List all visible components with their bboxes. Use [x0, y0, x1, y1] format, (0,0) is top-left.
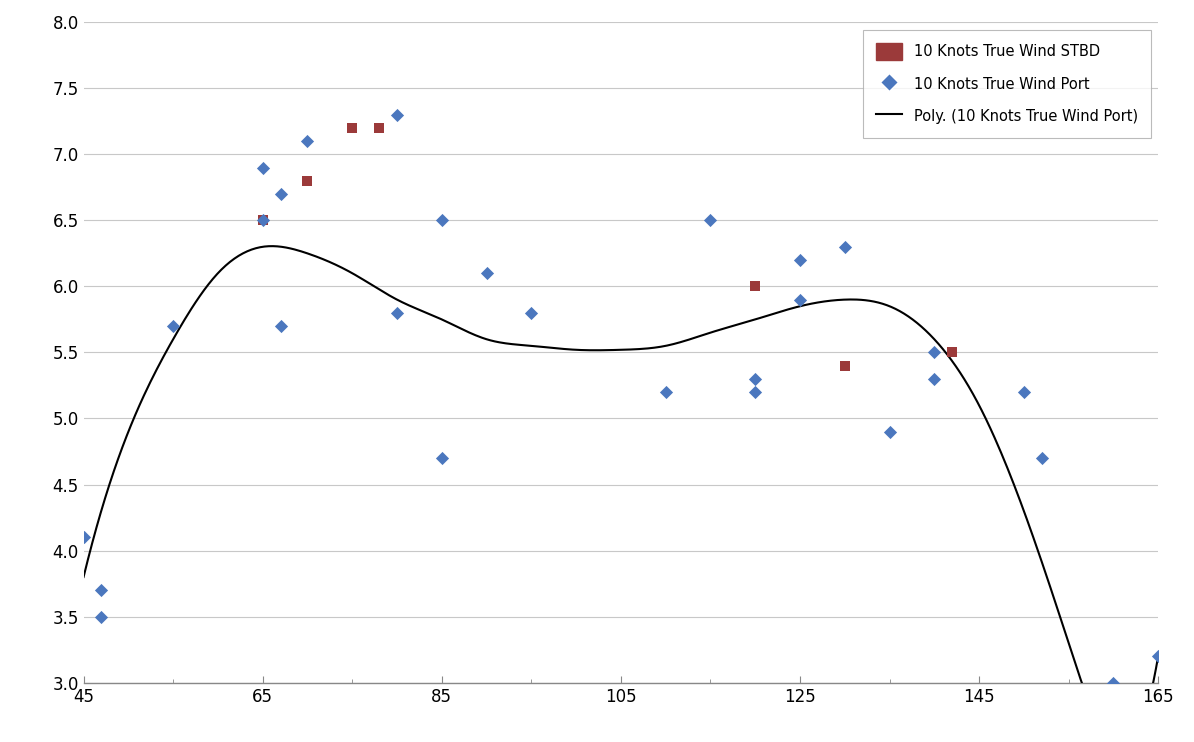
Point	[478, 267, 497, 279]
Point	[701, 214, 720, 226]
Point	[790, 294, 810, 306]
Point	[657, 386, 676, 398]
Point	[388, 307, 407, 319]
Point	[343, 122, 362, 134]
Legend: 10 Knots True Wind STBD, 10 Knots True Wind Port, Poly. (10 Knots True Wind Port: 10 Knots True Wind STBD, 10 Knots True W…	[862, 30, 1151, 138]
Point	[522, 307, 541, 319]
Point	[925, 347, 944, 358]
Point	[432, 452, 451, 464]
Point	[1033, 452, 1052, 464]
Point	[388, 109, 407, 121]
Point	[790, 254, 810, 266]
Point	[1015, 386, 1034, 398]
Point	[164, 320, 183, 332]
Point	[836, 241, 855, 253]
Point	[746, 386, 765, 398]
Point	[92, 584, 111, 596]
Point	[92, 611, 111, 623]
Point	[298, 135, 318, 147]
Point	[253, 162, 272, 174]
Point	[746, 373, 765, 385]
Point	[298, 175, 318, 187]
Point	[925, 373, 944, 385]
Point	[432, 214, 451, 226]
Point	[746, 280, 765, 292]
Point	[271, 188, 290, 200]
Point	[836, 360, 855, 372]
Point	[1104, 677, 1124, 689]
Point	[253, 214, 272, 226]
Point	[943, 347, 962, 358]
Point	[253, 214, 272, 226]
Point	[880, 426, 899, 438]
Point	[1149, 650, 1168, 662]
Point	[74, 531, 93, 543]
Point	[271, 320, 290, 332]
Point	[370, 122, 389, 134]
